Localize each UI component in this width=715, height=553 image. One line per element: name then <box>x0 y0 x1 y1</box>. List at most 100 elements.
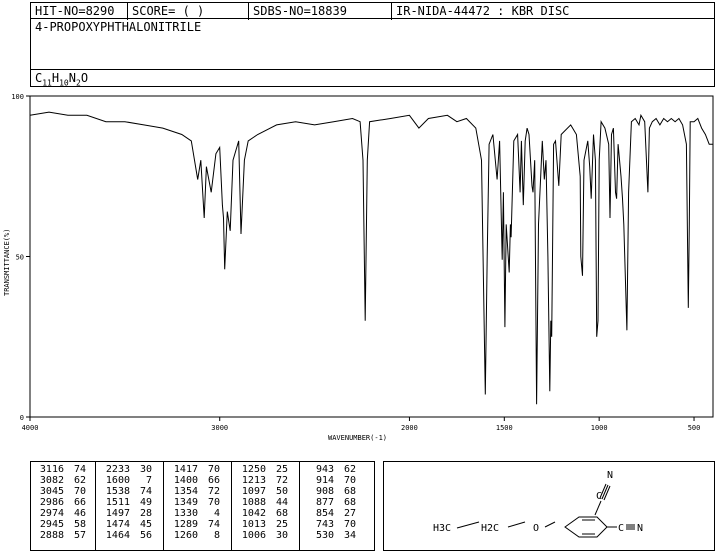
peak-wavenumber: 1474 <box>105 519 130 530</box>
peak-row: 1250 25 <box>232 464 288 475</box>
peak-transmittance: 45 <box>139 519 152 530</box>
nitrile-right-c: C <box>618 523 624 534</box>
peak-row: 1400 66 <box>164 475 220 486</box>
peak-transmittance: 74 <box>73 464 86 475</box>
plot-area: 4000 3000 2000 1500 1000 500 0 50 100 <box>11 93 714 432</box>
compound-formula: C11H10N2O <box>35 71 89 88</box>
peak-transmittance: 50 <box>275 486 288 497</box>
compound-name: 4-PROPOXYPHTHALONITRILE <box>35 20 202 34</box>
peak-transmittance: 70 <box>343 475 356 486</box>
peak-transmittance: 70 <box>207 464 220 475</box>
chain-h2c: H2C <box>481 523 499 534</box>
peak-row: 1260 8 <box>164 530 220 541</box>
x-tick-label: 1000 <box>591 424 608 432</box>
peak-wavenumber: 2986 <box>39 497 64 508</box>
peak-wavenumber: 530 <box>315 530 334 541</box>
peak-row: 1497 28 <box>96 508 152 519</box>
ir-nida: IR-NIDA-44472 : KBR DISC <box>396 4 570 18</box>
peak-row: 1289 74 <box>164 519 220 530</box>
peak-transmittance: 68 <box>343 486 356 497</box>
y-tick-label: 50 <box>16 254 24 262</box>
plot-frame <box>29 95 714 418</box>
peak-row: 2986 66 <box>30 497 86 508</box>
peak-transmittance: 49 <box>139 497 152 508</box>
header-divider <box>391 3 392 20</box>
spectrum-line <box>29 111 713 405</box>
peak-wavenumber: 1097 <box>241 486 266 497</box>
peak-column: 3116 74 3082 62 3045 70 2986 66 2974 46 2945 58 2888… <box>30 461 96 551</box>
peak-wavenumber: 1250 <box>241 464 266 475</box>
peak-row: 3082 62 <box>30 475 86 486</box>
peak-row: 530 34 <box>300 530 356 541</box>
peak-row: 1464 56 <box>96 530 152 541</box>
y-tick-label: 100 <box>11 93 24 101</box>
peak-wavenumber: 1042 <box>241 508 266 519</box>
peak-column: 2233 30 1600 7 1538 74 1511 49 1497 28 1474 45 1464 5… <box>96 461 164 551</box>
compound-box: 4-PROPOXYPHTHALONITRILE C11H10N2O <box>30 18 715 87</box>
peak-wavenumber: 914 <box>315 475 334 486</box>
peak-row: 3116 74 <box>30 464 86 475</box>
peak-transmittance: 70 <box>343 519 356 530</box>
peak-wavenumber: 743 <box>315 519 334 530</box>
peak-transmittance: 27 <box>343 508 356 519</box>
peak-wavenumber: 1006 <box>241 530 266 541</box>
peak-wavenumber: 1260 <box>173 530 198 541</box>
peak-wavenumber: 1417 <box>173 464 198 475</box>
peak-row: 2233 30 <box>96 464 152 475</box>
peak-transmittance: 8 <box>213 530 220 541</box>
peak-wavenumber: 2945 <box>39 519 64 530</box>
peak-transmittance: 28 <box>139 508 152 519</box>
peak-transmittance: 7 <box>145 475 152 486</box>
y-tick-label: 0 <box>20 414 24 422</box>
nitrile-top-c: C <box>596 491 602 502</box>
nitrile-top-n: N <box>607 470 613 481</box>
peak-row: 743 70 <box>300 519 356 530</box>
peak-row: 2888 57 <box>30 530 86 541</box>
peak-transmittance: 74 <box>207 519 220 530</box>
peak-transmittance: 46 <box>73 508 86 519</box>
peak-wavenumber: 1511 <box>105 497 130 508</box>
peak-row: 1354 72 <box>164 486 220 497</box>
nitrile-right-n: N <box>637 523 643 534</box>
peak-wavenumber: 1538 <box>105 486 130 497</box>
peak-row: 877 68 <box>300 497 356 508</box>
x-tick-label: 500 <box>688 424 701 432</box>
peak-row: 1213 72 <box>232 475 288 486</box>
peak-transmittance: 30 <box>275 530 288 541</box>
peak-row: 908 68 <box>300 486 356 497</box>
peak-transmittance: 25 <box>275 464 288 475</box>
peak-transmittance: 62 <box>73 475 86 486</box>
peak-wavenumber: 1349 <box>173 497 198 508</box>
peak-transmittance: 68 <box>343 497 356 508</box>
header-divider <box>127 3 128 20</box>
peak-row: 943 62 <box>300 464 356 475</box>
peak-transmittance: 66 <box>73 497 86 508</box>
peak-wavenumber: 3116 <box>39 464 64 475</box>
peak-transmittance: 68 <box>275 508 288 519</box>
peak-transmittance: 56 <box>139 530 152 541</box>
peak-wavenumber: 2974 <box>39 508 64 519</box>
peak-wavenumber: 1497 <box>105 508 130 519</box>
peak-transmittance: 57 <box>73 530 86 541</box>
peak-row: 2974 46 <box>30 508 86 519</box>
peak-row: 1088 44 <box>232 497 288 508</box>
peak-row: 1013 25 <box>232 519 288 530</box>
peak-wavenumber: 1013 <box>241 519 266 530</box>
peak-row: 1097 50 <box>232 486 288 497</box>
hit-no: HIT-NO=8290 <box>35 4 115 18</box>
peak-transmittance: 25 <box>275 519 288 530</box>
chain-oxygen: O <box>533 523 539 534</box>
peak-column: 1250 25 1213 72 1097 50 1088 44 1042 68 1013 25 1006… <box>232 461 300 551</box>
peak-transmittance: 4 <box>213 508 220 519</box>
peak-transmittance: 30 <box>139 464 152 475</box>
x-axis-label: WAVENUMBER(-1) <box>328 434 387 442</box>
peak-row: 3045 70 <box>30 486 86 497</box>
peak-transmittance: 62 <box>343 464 356 475</box>
peak-wavenumber: 3045 <box>39 486 64 497</box>
score: SCORE= ( ) <box>132 4 205 18</box>
peak-wavenumber: 854 <box>315 508 334 519</box>
peak-wavenumber: 2888 <box>39 530 64 541</box>
peak-wavenumber: 1330 <box>173 508 198 519</box>
peak-row: 1330 4 <box>164 508 220 519</box>
peak-wavenumber: 1213 <box>241 475 266 486</box>
